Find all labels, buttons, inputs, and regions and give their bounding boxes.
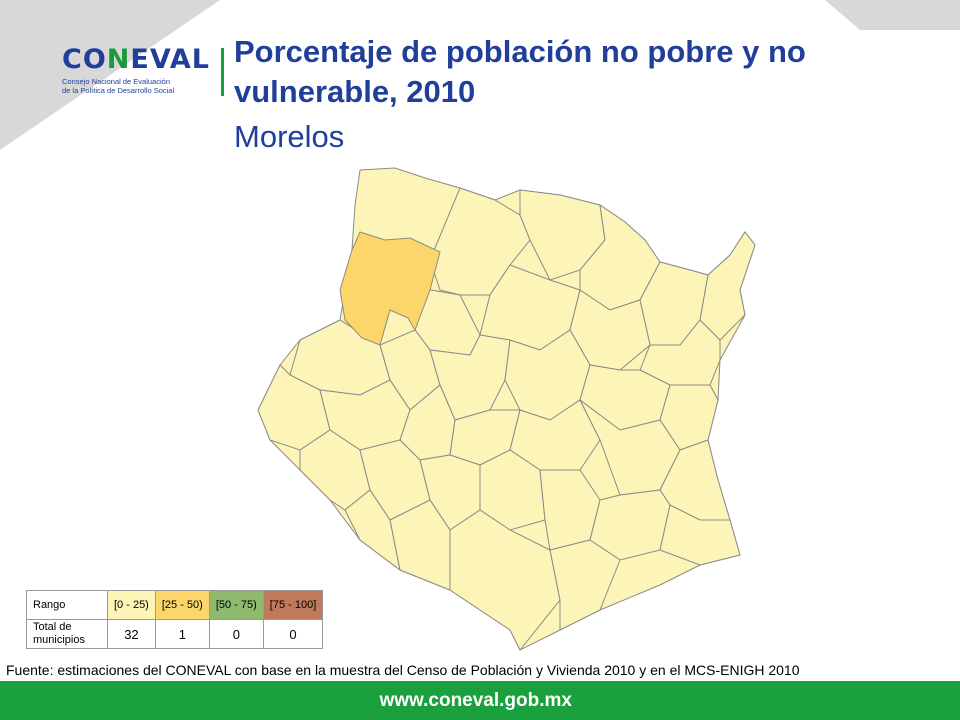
page-title: Porcentaje de población no pobre y no vu… [234,34,806,109]
coneval-logo: CONEVAL Consejo Nacional de Evaluación d… [62,44,210,96]
legend-count-0-25: 32 [107,619,156,649]
municipality [699,231,756,341]
logo-subtitle-1: Consejo Nacional de Evaluación [62,77,170,86]
header-divider [221,48,224,96]
legend-table: Rango [0 - 25) [25 - 50) [50 - 75) [75 -… [26,590,324,649]
legend-range-50-75: [50 - 75) [208,590,264,620]
municipality-highlighted [339,231,441,346]
logo-subtitle-2: de la Política de Desarrollo Social [62,86,175,95]
legend-range-0-25: [0 - 25) [107,590,156,620]
municipality [659,504,741,566]
footer-url-link[interactable]: www.coneval.gob.mx [379,690,572,711]
legend-range-75-100: [75 - 100] [262,590,324,620]
legend-count-75-100: 0 [262,619,324,649]
footer-bar: www.coneval.gob.mx [0,681,960,720]
legend-count-50-75: 0 [208,619,264,649]
legend-range-25-50: [25 - 50) [154,590,210,620]
legend-row-label-count: Total de municipios [26,619,108,649]
municipality [549,539,621,631]
page-subtitle: Morelos [234,119,345,154]
legend-row-label-range: Rango [26,590,108,620]
legend-count-25-50: 1 [154,619,210,649]
source-note: Fuente: estimaciones del CONEVAL con bas… [6,662,800,678]
